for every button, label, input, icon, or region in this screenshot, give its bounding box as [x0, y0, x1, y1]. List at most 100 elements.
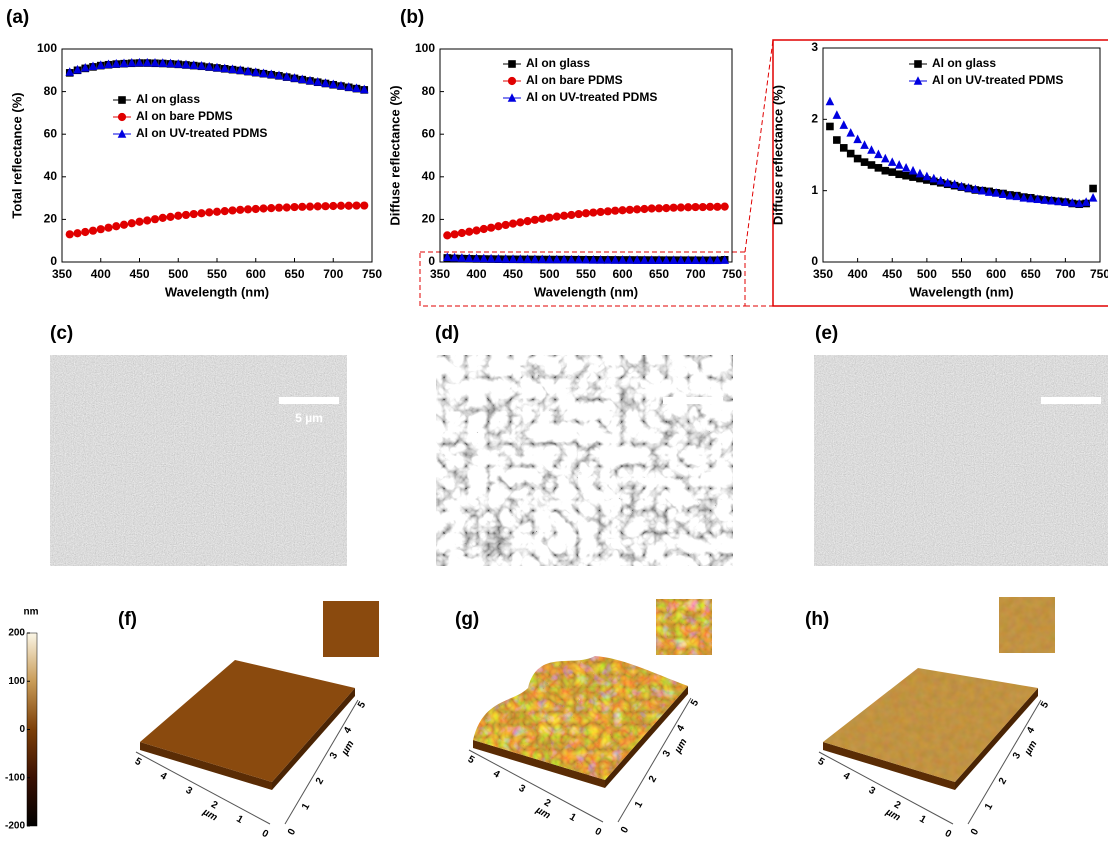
- marker: [166, 213, 174, 221]
- x-tick-label: 650: [284, 267, 304, 281]
- marker: [826, 123, 834, 131]
- x-tick-label: 450: [503, 267, 523, 281]
- marker: [128, 219, 136, 227]
- marker: [684, 203, 692, 211]
- marker: [66, 230, 74, 238]
- afm-axis-unit: µm: [200, 806, 219, 823]
- afm-tick-label: 4: [342, 725, 355, 736]
- marker: [236, 206, 244, 214]
- x-tick-label: 600: [246, 267, 266, 281]
- colorbar-tick-label: -100: [5, 772, 25, 783]
- marker: [89, 227, 97, 235]
- afm-tick-label: 1: [983, 801, 996, 812]
- colorbar-tick-label: 200: [8, 628, 25, 639]
- afm-tick-label: 5: [356, 700, 369, 711]
- y-tick-label: 1: [811, 183, 818, 197]
- y-tick-label: 60: [44, 126, 58, 140]
- y-tick-label: 20: [44, 212, 58, 226]
- afm-axis-unit: µm: [533, 804, 552, 821]
- x-tick-label: 600: [986, 267, 1006, 281]
- marker: [640, 205, 648, 213]
- marker: [329, 202, 337, 210]
- x-tick-label: 550: [951, 267, 971, 281]
- marker: [524, 217, 532, 225]
- afm-topview: [999, 597, 1055, 653]
- marker: [677, 203, 685, 211]
- marker: [112, 222, 120, 230]
- marker: [626, 206, 634, 214]
- marker: [480, 225, 488, 233]
- x-tick-label: 750: [722, 267, 742, 281]
- afm-tick-label: 1: [633, 799, 646, 810]
- marker: [182, 211, 190, 219]
- y-tick-label: 100: [415, 41, 435, 55]
- x-axis-label: Wavelength (nm): [534, 284, 638, 299]
- afm-topview: [656, 599, 712, 655]
- colorbar-tick-label: -200: [5, 821, 25, 832]
- afm-tick-label: 2: [314, 776, 327, 787]
- afm-tick-label: 3: [867, 785, 878, 798]
- marker: [509, 220, 517, 228]
- marker: [259, 204, 267, 212]
- y-tick-label: 80: [44, 84, 58, 98]
- marker: [314, 202, 322, 210]
- marker: [213, 208, 221, 216]
- afm-tick-label: 4: [675, 723, 688, 734]
- marker: [73, 229, 81, 237]
- x-tick-label: 650: [1021, 267, 1041, 281]
- marker: [706, 203, 714, 211]
- marker: [618, 206, 626, 214]
- afm-tick-label: 0: [943, 828, 954, 841]
- marker: [151, 215, 159, 223]
- afm-tick-label: 0: [969, 827, 982, 838]
- x-tick-label: 550: [576, 267, 596, 281]
- afm-tick-label: 3: [517, 783, 528, 796]
- marker: [1089, 193, 1098, 202]
- x-tick-label: 400: [848, 267, 868, 281]
- marker: [909, 166, 918, 175]
- x-tick-label: 700: [1055, 267, 1075, 281]
- marker: [713, 203, 721, 211]
- y-tick-label: 60: [422, 126, 436, 140]
- y-tick-label: 2: [811, 112, 818, 126]
- marker: [298, 203, 306, 211]
- marker: [197, 209, 205, 217]
- marker: [267, 204, 275, 212]
- afm-tick-label: 4: [158, 770, 169, 783]
- x-tick-label: 350: [52, 267, 72, 281]
- marker: [840, 144, 848, 152]
- panel-label: (f): [118, 609, 137, 630]
- marker: [670, 204, 678, 212]
- marker: [190, 210, 198, 218]
- afm-tick-label: 4: [841, 770, 852, 783]
- marker: [553, 213, 561, 221]
- marker: [345, 202, 353, 210]
- marker: [290, 203, 298, 211]
- marker: [135, 218, 143, 226]
- marker: [868, 161, 876, 169]
- afm-tick-label: 1: [300, 801, 313, 812]
- marker: [143, 216, 151, 224]
- marker: [699, 203, 707, 211]
- marker: [321, 202, 329, 210]
- panel-label: (b): [400, 7, 424, 28]
- y-tick-label: 3: [811, 40, 818, 54]
- marker: [244, 205, 252, 213]
- legend-marker: [508, 77, 516, 85]
- marker: [648, 204, 656, 212]
- marker: [875, 164, 883, 172]
- marker: [847, 150, 855, 158]
- x-tick-label: 650: [649, 267, 669, 281]
- legend-marker: [118, 113, 126, 121]
- legend-marker: [118, 96, 126, 104]
- marker: [531, 216, 539, 224]
- marker: [494, 222, 502, 230]
- marker: [472, 226, 480, 234]
- marker: [860, 140, 869, 149]
- y-tick-label: 40: [44, 169, 58, 183]
- colorbar-tick-label: 100: [8, 676, 25, 687]
- y-axis-label: Diffuse reflectance (%): [387, 85, 402, 225]
- legend-marker: [508, 60, 516, 68]
- sem-image: [50, 355, 347, 566]
- afm-axis-unit: µm: [883, 806, 902, 823]
